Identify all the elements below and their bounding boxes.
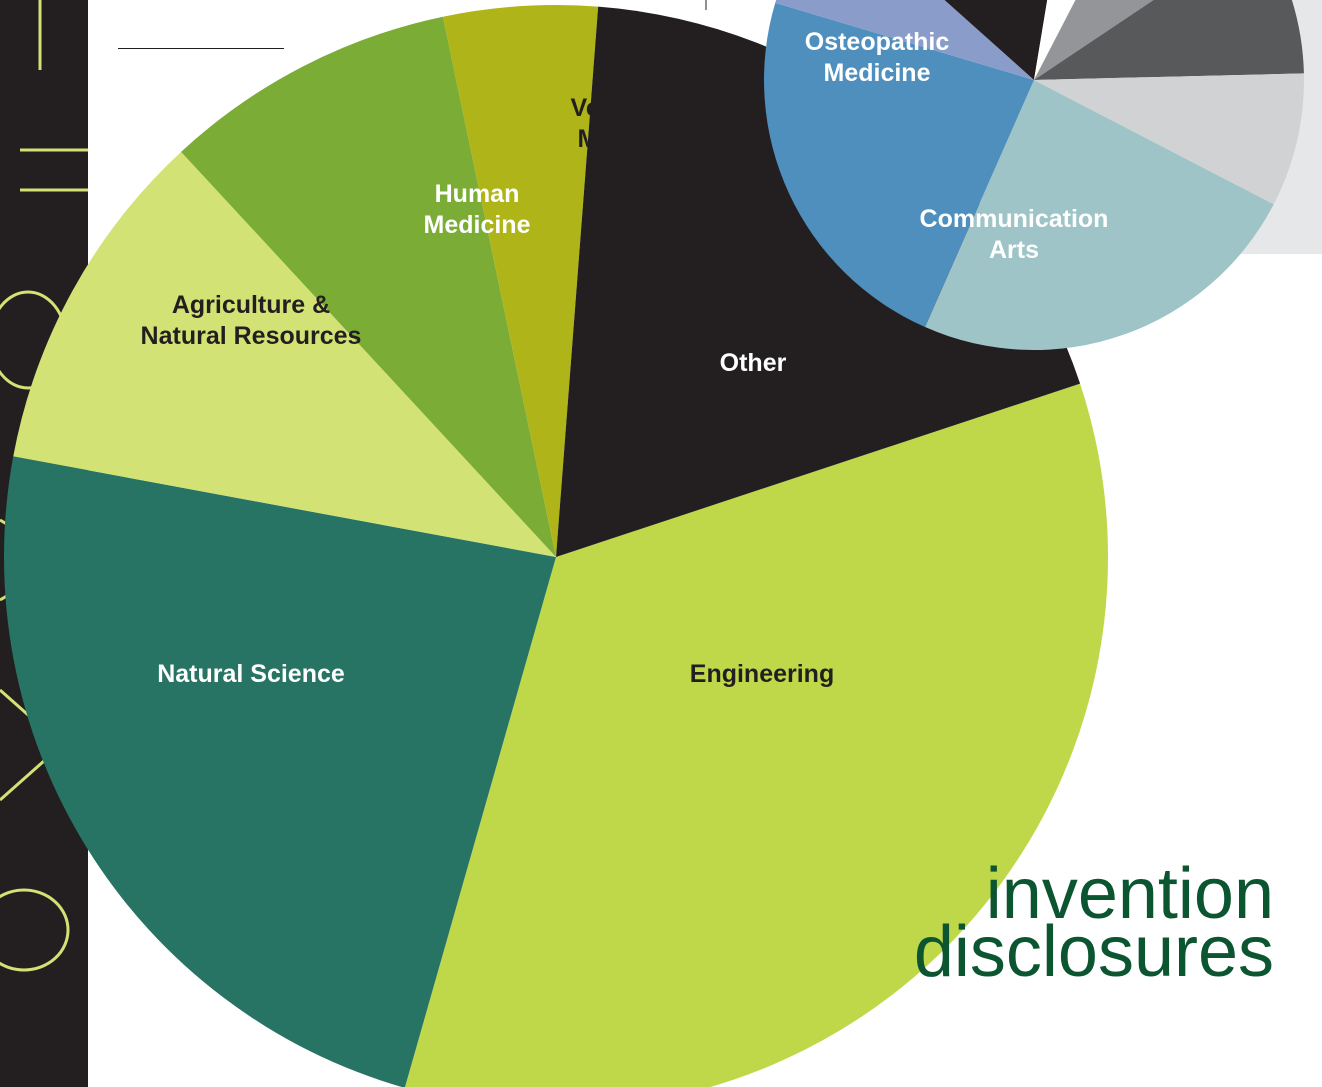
secondary-label-osteopathic-medicine: Osteopathic Medicine: [805, 28, 950, 87]
main-label-natural-science: Natural Science: [157, 660, 345, 688]
secondary-slice-3: [775, 0, 1034, 80]
secondary-slice-7: [1034, 0, 1304, 80]
main-label-engineering: Engineering: [690, 660, 834, 688]
main-pie: Engineering Natural Science Agriculture & N…: [4, 4, 1108, 1087]
main-label-veterinary-medicine: Veterinary Medicine: [571, 94, 692, 153]
main-slice-engineering: [405, 383, 1108, 1087]
secondary-pie: Communication Arts Osteopathic Medicine: [764, 0, 1304, 350]
main-label-human-medicine: Human Medicine: [424, 180, 531, 239]
main-slice-human-medicine: [181, 16, 557, 557]
secondary-slice-4: [944, 0, 1048, 80]
main-label-other: Other: [720, 349, 787, 377]
secondary-slice-6: [1034, 0, 1154, 80]
header-rule: [118, 48, 284, 49]
main-label-agriculture-and-natural-resources: Agriculture & Natural Resources: [141, 291, 362, 350]
chart-title-line-2: disclosures: [914, 912, 1274, 992]
main-slice-agriculture-and-natural-resources: [13, 151, 557, 557]
secondary-slice-8: [1034, 73, 1304, 205]
secondary-label-communication-arts: Communication Arts: [920, 205, 1109, 264]
secondary-slice-communication-arts: [925, 80, 1274, 350]
main-slice-veterinary-medicine: [442, 4, 599, 557]
secondary-slice-osteopathic-medicine: [764, 2, 1034, 328]
main-slice-other: [556, 6, 1081, 558]
secondary-slice-5: [1034, 0, 1076, 80]
main-slice-natural-science: [4, 456, 556, 1087]
chart-title-line-1: invention: [986, 854, 1274, 934]
